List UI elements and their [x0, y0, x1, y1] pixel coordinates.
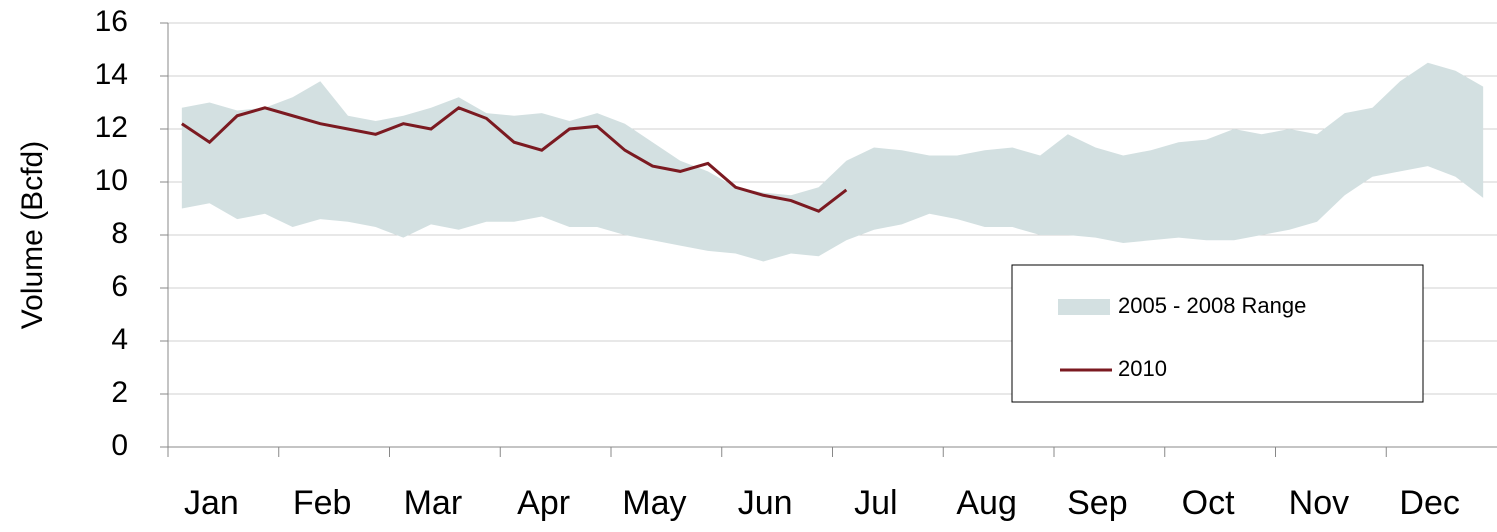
- x-tick-label: Jan: [184, 484, 239, 522]
- range-band: [181, 62, 1484, 262]
- y-tick-label: 16: [95, 5, 128, 38]
- y-tick-label: 0: [111, 429, 128, 462]
- x-tick-label: Jun: [738, 484, 793, 522]
- line: [181, 106, 848, 213]
- y-tick-label: 2: [111, 376, 128, 409]
- y-tick-label: 6: [111, 270, 128, 303]
- x-tick-label: Oct: [1182, 484, 1235, 522]
- legend-label: 2010: [1118, 356, 1167, 381]
- x-tick-label: Aug: [956, 484, 1017, 522]
- legend-box: [1011, 264, 1424, 403]
- y-axis-title: Volume (Bcfd): [16, 141, 49, 329]
- y-tick-label: 14: [95, 58, 128, 91]
- x-tick-label: Feb: [293, 484, 352, 522]
- x-tick-label: Mar: [404, 484, 463, 522]
- x-tick-label: Nov: [1289, 484, 1349, 522]
- y-tick-label: 10: [95, 164, 128, 197]
- legend-label: 2005 - 2008 Range: [1118, 293, 1306, 318]
- x-tick-label: May: [622, 484, 686, 522]
- y-tick-label: 4: [111, 323, 128, 356]
- x-tick-label: Sep: [1067, 484, 1128, 522]
- x-tick-label: Jul: [854, 484, 897, 522]
- x-tick-label: Dec: [1399, 484, 1459, 522]
- y-tick-label: 12: [95, 111, 128, 144]
- x-tick-label: Apr: [517, 484, 570, 522]
- y-tick-label: 8: [111, 217, 128, 250]
- legend-swatch: [1058, 299, 1110, 315]
